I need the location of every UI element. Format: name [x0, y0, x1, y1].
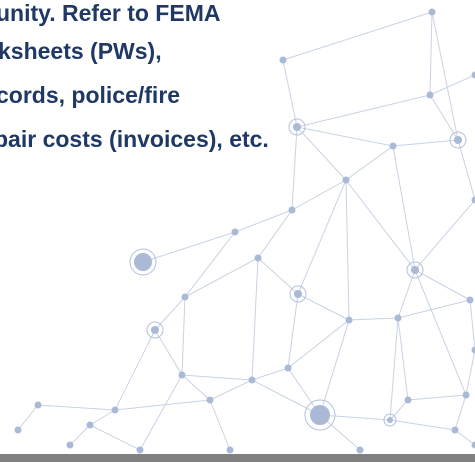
network-edge — [346, 180, 415, 270]
network-node — [395, 315, 402, 322]
network-node — [452, 427, 459, 434]
network-edge — [90, 410, 115, 425]
network-edge — [455, 395, 466, 430]
body-text: cords, police/fire — [0, 84, 180, 107]
network-edge — [298, 180, 346, 294]
network-edge — [143, 232, 235, 262]
network-node — [227, 447, 234, 454]
network-edge — [455, 430, 475, 445]
network-node — [255, 255, 262, 262]
network-edge — [398, 318, 408, 400]
network-edge — [346, 146, 393, 180]
network-node — [232, 229, 239, 236]
network-edge — [18, 405, 38, 430]
network-node — [87, 422, 94, 429]
network-edge — [346, 180, 349, 320]
network-node — [285, 365, 292, 372]
body-text: ksheets (PWs), — [0, 40, 162, 63]
network-edge — [288, 320, 349, 368]
network-edge — [210, 380, 252, 400]
network-edge — [393, 140, 458, 146]
network-edge — [390, 420, 455, 430]
network-edge — [292, 180, 346, 210]
network-node — [280, 57, 287, 64]
network-node — [357, 447, 364, 454]
network-edge — [258, 210, 292, 258]
network-node — [463, 392, 470, 399]
slide: unity. Refer to FEMA ksheets (PWs), cord… — [0, 0, 475, 462]
footer-bar — [0, 454, 475, 462]
network-node — [467, 297, 474, 304]
network-edge — [90, 425, 140, 450]
network-node — [67, 442, 74, 449]
network-edge — [38, 405, 115, 410]
network-edge — [252, 258, 258, 380]
network-edge — [390, 318, 398, 420]
network-node — [343, 177, 350, 184]
network-edge — [155, 297, 185, 330]
network-edge — [415, 270, 466, 395]
network-edge — [390, 400, 408, 420]
network-node — [454, 136, 462, 144]
network-edge — [182, 375, 210, 400]
network-edge — [466, 350, 475, 395]
network-node — [137, 447, 144, 454]
network-edge — [393, 146, 415, 270]
network-edge — [430, 75, 475, 95]
network-edge — [283, 60, 297, 127]
network-edge — [415, 270, 470, 300]
network-node — [179, 372, 186, 379]
network-edge — [432, 12, 458, 140]
network-edge — [292, 127, 297, 210]
network-node — [411, 266, 419, 274]
network-node — [151, 326, 159, 334]
network-edge — [185, 258, 258, 297]
network-node — [346, 317, 353, 324]
network-edge — [349, 318, 398, 320]
network-node — [387, 417, 393, 423]
network-edge — [252, 368, 288, 380]
network-edge — [283, 12, 432, 60]
network-node — [427, 92, 434, 99]
network-node — [472, 347, 475, 354]
network-edge — [458, 140, 475, 200]
network-node — [134, 253, 152, 271]
network-edge — [115, 400, 210, 410]
network-edge — [115, 330, 155, 410]
network-edge — [288, 294, 298, 368]
network-node — [35, 402, 42, 409]
network-node — [289, 207, 296, 214]
network-edge — [298, 294, 349, 320]
network-edge — [297, 95, 430, 127]
network-node — [15, 427, 22, 434]
network-edge — [70, 425, 90, 445]
network-node — [293, 123, 301, 131]
network-edge — [470, 300, 475, 350]
network-graphic — [0, 0, 475, 462]
network-node — [390, 143, 397, 150]
network-edge — [185, 232, 235, 297]
network-edge — [320, 415, 390, 420]
network-node — [405, 397, 412, 404]
network-edge — [140, 375, 182, 450]
network-node — [429, 9, 436, 16]
network-edge — [235, 210, 292, 232]
network-edge — [182, 375, 252, 380]
body-text: unity. Refer to FEMA — [0, 2, 220, 25]
body-text: pair costs (invoices), etc. — [0, 128, 269, 151]
network-edge — [252, 380, 320, 415]
network-node — [294, 290, 302, 298]
network-edge — [415, 200, 475, 270]
network-node — [472, 197, 475, 204]
network-edge — [430, 12, 432, 95]
network-edge — [182, 297, 185, 375]
network-node — [182, 294, 189, 301]
network-node — [207, 397, 214, 404]
network-node — [112, 407, 119, 414]
network-edge — [408, 395, 466, 400]
network-edge — [210, 400, 230, 450]
network-node — [249, 377, 256, 384]
network-node — [472, 72, 475, 79]
network-node — [310, 405, 330, 425]
